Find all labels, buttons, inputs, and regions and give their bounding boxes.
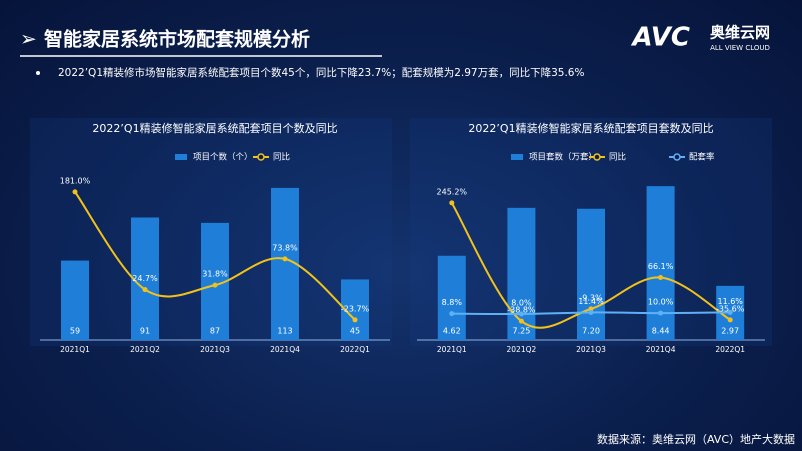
line-value-label: -9.3% [579, 293, 603, 302]
bar-value-label: 2.97 [721, 327, 739, 336]
line-value-label: -38.8% [507, 306, 536, 315]
line-value-label: 245.2% [437, 187, 468, 196]
bar-value-label: 113 [277, 327, 292, 336]
x-tick-label: 2021Q4 [646, 345, 676, 354]
x-tick-label: 2021Q1 [60, 345, 90, 354]
x-tick-label: 2021Q3 [576, 345, 606, 354]
line-value-label: -35.6% [716, 304, 745, 313]
legend-swatch [257, 153, 265, 161]
line-value-label: 8.8% [442, 298, 463, 307]
line-point [518, 318, 524, 324]
legend-label: 配套率 [689, 152, 715, 163]
x-tick-label: 2022Q1 [340, 345, 370, 354]
x-tick-label: 2021Q2 [507, 345, 537, 354]
chart-title: 2022’Q1精装修智能家居系统配套项目个数及同比 [92, 121, 337, 135]
line-point [658, 274, 664, 280]
legend-label: 同比 [273, 152, 290, 163]
line-point [518, 311, 524, 317]
line-value-label: 11.4% [578, 297, 604, 306]
bar [437, 255, 466, 340]
arrow-glyph: ➢ [20, 27, 37, 51]
bar-value-label: 45 [350, 327, 360, 336]
line-value-label: -23.7% [341, 304, 370, 313]
bar [131, 217, 159, 340]
line-point [727, 309, 733, 315]
bar [61, 260, 89, 340]
line-value-label: 181.0% [60, 176, 91, 185]
line-point [352, 317, 358, 323]
bar [577, 208, 605, 340]
x-tick-label: 2021Q2 [130, 345, 160, 354]
line-point [212, 282, 218, 288]
bar-value-label: 7.25 [512, 327, 530, 336]
line-value-label: 31.8% [202, 270, 228, 279]
slide-title: 智能家居系统市场配套规模分析 [44, 28, 310, 51]
logo-tagline: ALL VIEW CLOUD [710, 44, 770, 52]
bar-value-label: 4.62 [443, 327, 461, 336]
line-point [588, 306, 594, 312]
line-value-label: 73.8% [272, 243, 298, 252]
logo-name: 奥维云网 [710, 24, 770, 42]
line-point [588, 309, 594, 315]
line-value-label: 66.1% [648, 262, 674, 271]
line-point [449, 311, 455, 317]
x-tick-label: 2021Q4 [270, 345, 300, 354]
bar-value-label: 7.20 [582, 327, 600, 336]
line-value-label: 8.0% [511, 298, 532, 307]
bar [507, 207, 536, 340]
line-value-label: 10.0% [648, 298, 674, 307]
line-point [282, 256, 288, 262]
x-tick-label: 2022Q1 [715, 345, 745, 354]
bar-value-label: 59 [70, 327, 80, 336]
bar-value-label: 87 [210, 327, 220, 336]
legend-label: 项目个数（个） [193, 152, 253, 163]
line-point [658, 310, 664, 316]
logo-brand: AVC [630, 23, 690, 53]
line-point [72, 189, 78, 195]
legend-swatch [593, 153, 601, 161]
line-point [142, 287, 148, 293]
chart-title: 2022’Q1精装修智能家居系统配套项目套数及同比 [468, 121, 713, 135]
line-point [727, 317, 733, 323]
line-value-label: 11.6% [717, 297, 743, 306]
legend-swatch [175, 154, 187, 160]
bullet-dot [36, 71, 40, 75]
bullet-text: 2022’Q1精装修市场智能家居系统配套项目个数45个，同比下降23.7%；配套… [58, 66, 584, 79]
legend-swatch [673, 153, 681, 161]
x-tick-label: 2021Q3 [200, 345, 230, 354]
x-tick-label: 2021Q1 [437, 345, 467, 354]
line-point [449, 200, 455, 206]
legend-swatch [511, 154, 523, 160]
source-note: 数据来源：奥维云网（AVC）地产大数据 [597, 432, 795, 446]
bar-value-label: 91 [140, 327, 150, 336]
legend-label: 同比 [609, 152, 626, 163]
legend-label: 项目套数（万套） [529, 152, 597, 163]
bar-value-label: 8.44 [652, 327, 670, 336]
line-value-label: 24.7% [132, 274, 158, 283]
